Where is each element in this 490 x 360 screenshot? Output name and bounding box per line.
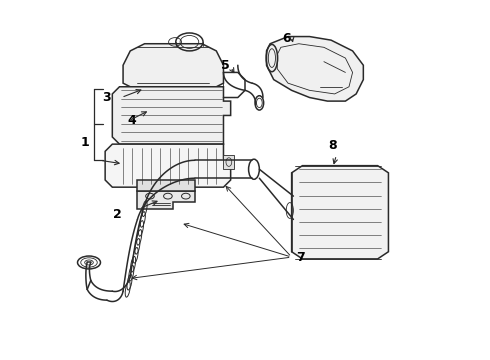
Polygon shape xyxy=(105,144,231,187)
Text: 8: 8 xyxy=(329,139,337,152)
Polygon shape xyxy=(123,44,223,87)
Polygon shape xyxy=(112,87,231,144)
Polygon shape xyxy=(292,166,389,259)
Text: 7: 7 xyxy=(296,251,305,264)
Text: 6: 6 xyxy=(282,32,291,45)
Polygon shape xyxy=(137,191,195,209)
Text: 2: 2 xyxy=(113,208,122,221)
Text: 1: 1 xyxy=(81,136,90,149)
Polygon shape xyxy=(223,155,234,169)
Polygon shape xyxy=(137,180,195,191)
Polygon shape xyxy=(267,37,364,101)
Text: 3: 3 xyxy=(102,91,111,104)
Text: 4: 4 xyxy=(128,114,136,127)
Text: 5: 5 xyxy=(221,59,230,72)
